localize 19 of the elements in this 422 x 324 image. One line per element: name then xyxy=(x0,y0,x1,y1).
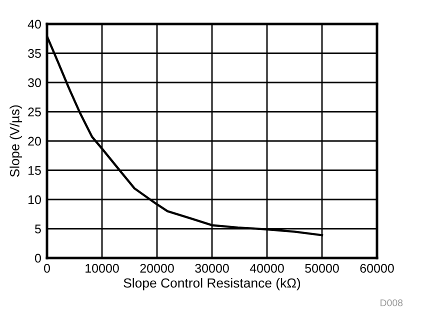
y-tick-label: 10 xyxy=(28,195,41,204)
x-tick-label: 60000 xyxy=(360,264,394,273)
y-tick-label: 40 xyxy=(28,20,41,29)
y-tick-label: 15 xyxy=(28,166,41,175)
x-tick-label: 10000 xyxy=(86,264,119,273)
y-tick-label: 25 xyxy=(28,108,41,116)
y-tick-label: 20 xyxy=(28,136,41,146)
y-axis-title: Slope (V/µs) xyxy=(10,105,22,177)
text: D008 xyxy=(380,299,403,306)
y-tick-label: 5 xyxy=(34,224,41,234)
x-tick-label: 40000 xyxy=(250,264,284,273)
x-axis-title: Slope Control Resistance (kΩ) xyxy=(124,278,300,290)
x-tick-label: 50000 xyxy=(305,264,339,273)
y-tick-label: 0 xyxy=(34,254,41,263)
x-tick-label: 20000 xyxy=(140,264,174,273)
y-tick-label: 30 xyxy=(28,78,41,88)
y-tick-label: 35 xyxy=(28,49,41,58)
x-tick-label: 0 xyxy=(44,264,50,273)
x-tick-label: 30000 xyxy=(195,264,229,273)
